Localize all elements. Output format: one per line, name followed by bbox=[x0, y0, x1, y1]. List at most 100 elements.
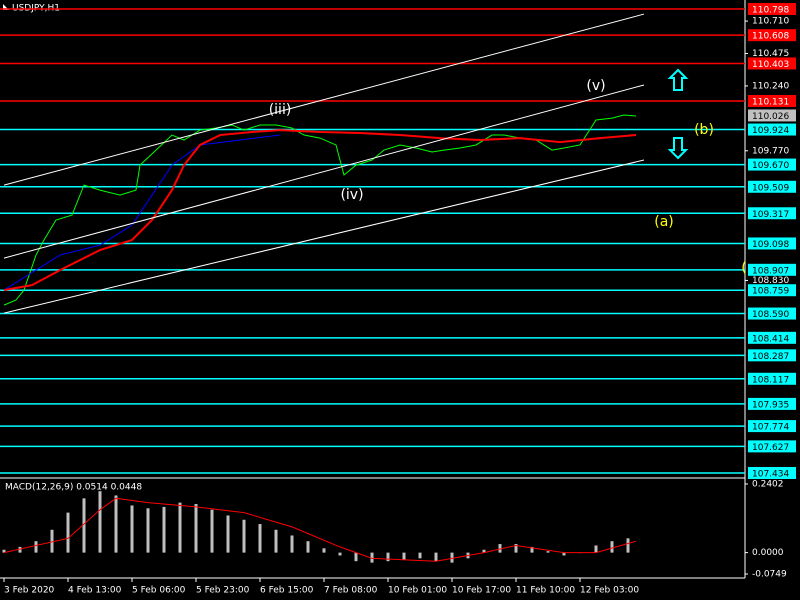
level-label: 108.907 bbox=[752, 266, 789, 276]
histogram-bar bbox=[594, 545, 598, 553]
x-tick-label: 6 Feb 15:00 bbox=[260, 586, 314, 596]
histogram-bar bbox=[402, 552, 406, 560]
histogram-bar bbox=[338, 552, 342, 556]
price-line bbox=[3, 134, 281, 291]
histogram-bar bbox=[146, 508, 150, 553]
histogram-bar bbox=[2, 549, 6, 553]
histogram-bar bbox=[370, 552, 374, 563]
level-label-box bbox=[748, 440, 796, 453]
level-label: 109.509 bbox=[752, 183, 789, 193]
level-label: 108.590 bbox=[752, 310, 789, 320]
histogram-bar bbox=[274, 529, 278, 553]
down-arrow bbox=[667, 137, 689, 160]
histogram-bar bbox=[434, 552, 438, 562]
y-tick-label: 110.240 bbox=[752, 81, 789, 91]
level-label-box bbox=[748, 207, 796, 220]
wave-label: (iii) bbox=[269, 102, 292, 118]
level-label: 110.403 bbox=[752, 60, 789, 70]
level-label-box bbox=[748, 349, 796, 362]
x-tick-label: 7 Feb 08:00 bbox=[324, 586, 378, 596]
price-line bbox=[3, 159, 645, 314]
level-label: 107.627 bbox=[752, 443, 789, 453]
level-label: 110.798 bbox=[752, 5, 789, 15]
histogram-bar bbox=[98, 491, 102, 553]
level-label-box bbox=[748, 263, 796, 276]
histogram-bar bbox=[290, 535, 294, 553]
wave-label: ( bbox=[741, 260, 746, 276]
level-label: 107.434 bbox=[752, 469, 789, 479]
x-tick-label: 4 Feb 13:00 bbox=[68, 586, 122, 596]
level-label-box bbox=[748, 57, 796, 70]
y-tick-label: -0.0749 bbox=[752, 570, 787, 580]
price-line bbox=[3, 84, 645, 259]
level-label-box bbox=[748, 94, 796, 107]
level-label: 110.131 bbox=[752, 97, 789, 107]
histogram-bar bbox=[354, 552, 358, 562]
wave-label: (v) bbox=[586, 78, 605, 94]
y-tick-label: 108.830 bbox=[752, 276, 789, 286]
level-label-box bbox=[748, 284, 796, 297]
level-label: 109.098 bbox=[752, 240, 789, 250]
level-label: 108.414 bbox=[752, 334, 789, 344]
histogram-bar bbox=[498, 544, 502, 553]
x-tick-label: 5 Feb 23:00 bbox=[196, 586, 250, 596]
wave-label: (a) bbox=[654, 214, 674, 230]
histogram-bar bbox=[242, 519, 246, 553]
level-label-box bbox=[748, 237, 796, 250]
up-arrow bbox=[667, 68, 689, 91]
histogram-bar bbox=[610, 541, 614, 553]
histogram-bar bbox=[306, 541, 310, 553]
y-tick-label: 109.770 bbox=[752, 146, 789, 156]
price-line bbox=[3, 129, 637, 292]
current-price-box bbox=[748, 109, 796, 122]
level-label-box bbox=[748, 307, 796, 320]
level-label: 109.670 bbox=[752, 161, 789, 171]
y-tick-label: 0.2402 bbox=[752, 479, 784, 489]
level-label-box bbox=[748, 29, 796, 42]
level-label-box bbox=[748, 372, 796, 385]
y-tick-label: 110.710 bbox=[752, 17, 789, 27]
histogram-bar bbox=[482, 549, 486, 553]
level-label: 107.935 bbox=[752, 400, 789, 410]
histogram-bar bbox=[546, 551, 550, 553]
histogram-bar bbox=[178, 502, 182, 553]
histogram-bar bbox=[386, 552, 390, 562]
histogram-bar bbox=[114, 495, 118, 553]
wave-label: (b) bbox=[694, 122, 714, 138]
price-line bbox=[3, 497, 637, 562]
x-tick-label: 10 Feb 17:00 bbox=[452, 586, 511, 596]
x-tick-label: 5 Feb 06:00 bbox=[132, 586, 186, 596]
level-label: 109.924 bbox=[752, 126, 789, 136]
histogram-bar bbox=[322, 548, 326, 553]
level-label: 108.117 bbox=[752, 375, 789, 385]
histogram-bar bbox=[226, 515, 230, 553]
level-label-box bbox=[748, 158, 796, 171]
x-tick-label: 10 Feb 01:00 bbox=[388, 586, 447, 596]
histogram-bar bbox=[130, 505, 134, 553]
histogram-bar bbox=[258, 524, 262, 553]
histogram-bar bbox=[418, 552, 422, 559]
histogram-bar bbox=[514, 544, 518, 553]
histogram-bar bbox=[18, 546, 22, 553]
histogram-bar bbox=[66, 512, 70, 553]
level-label: 108.287 bbox=[752, 352, 789, 362]
histogram-bar bbox=[194, 504, 198, 553]
macd-title: MACD(12,26,9) 0.0514 0.0448 bbox=[5, 483, 142, 493]
histogram-bar bbox=[210, 509, 214, 553]
level-label-box bbox=[748, 123, 796, 136]
histogram-bar bbox=[530, 546, 534, 553]
level-label: 108.759 bbox=[752, 287, 789, 297]
histogram-bar bbox=[34, 541, 38, 553]
y-tick-label: 110.475 bbox=[752, 49, 789, 59]
level-label-box bbox=[748, 331, 796, 344]
histogram-bar bbox=[50, 529, 54, 553]
histogram-bar bbox=[82, 498, 86, 553]
y-tick-label: 0.0000 bbox=[752, 548, 784, 558]
x-tick-label: 3 Feb 2020 bbox=[4, 586, 55, 596]
level-label-box bbox=[748, 397, 796, 410]
histogram-bar bbox=[162, 506, 166, 553]
level-label-box bbox=[748, 466, 796, 479]
histogram-bar bbox=[562, 552, 566, 556]
